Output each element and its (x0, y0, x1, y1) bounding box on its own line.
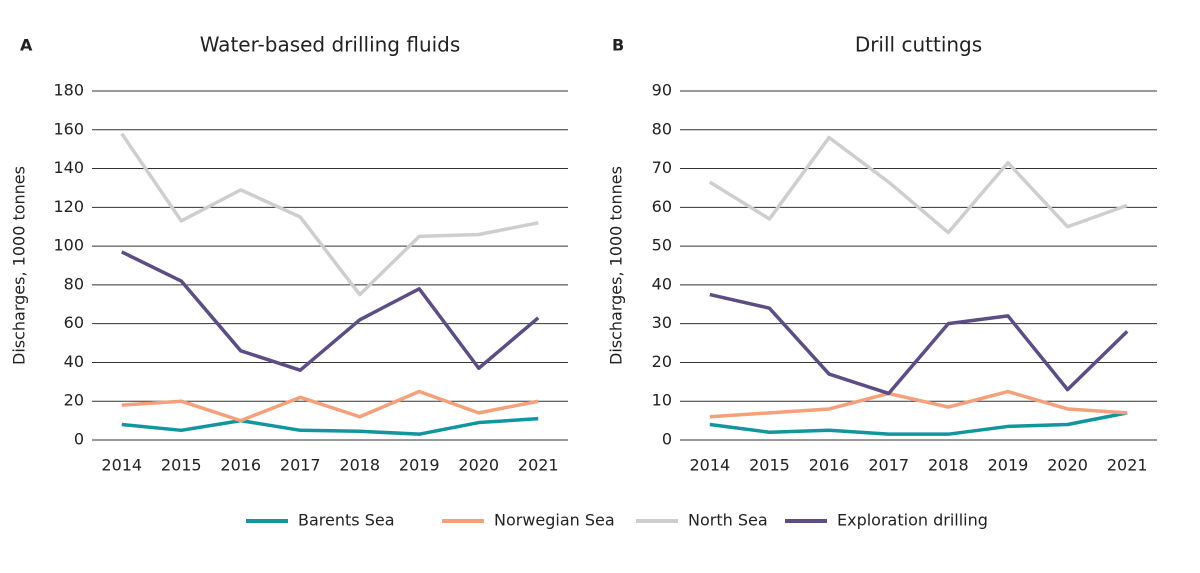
y-tick-label: 180 (53, 81, 84, 100)
y-axis-label: Discharges, 1000 tonnes (10, 166, 29, 365)
y-tick-label: 40 (64, 352, 84, 371)
legend-label: Barents Sea (298, 511, 395, 530)
x-tick-label: 2016 (220, 456, 261, 475)
y-tick-label: 30 (652, 313, 672, 332)
chart-title: Water-based drilling fluids (200, 33, 461, 57)
x-tick-label: 2019 (399, 456, 440, 475)
series-line (709, 292, 1129, 396)
y-tick-label: 20 (652, 352, 672, 371)
y-tick-label: 80 (652, 119, 672, 138)
x-tick-label: 2020 (1047, 456, 1088, 475)
x-tick-label: 2014 (101, 456, 142, 475)
chart-title: Drill cuttings (855, 33, 982, 57)
y-tick-label: 0 (662, 430, 672, 449)
x-tick-label: 2015 (161, 456, 202, 475)
x-tick-label: 2017 (280, 456, 321, 475)
legend-label: North Sea (688, 511, 768, 530)
x-tick-label: 2018 (339, 456, 380, 475)
x-tick-label: 2020 (458, 456, 499, 475)
x-tick-label: 2016 (809, 456, 850, 475)
y-tick-label: 70 (652, 158, 672, 177)
series-line (709, 389, 1128, 419)
series-line (708, 135, 1128, 235)
x-tick-label: 2015 (749, 456, 790, 475)
legend-label: Norwegian Sea (494, 511, 615, 530)
series-line (120, 250, 540, 372)
x-tick-label: 2017 (868, 456, 909, 475)
series-line (709, 411, 1128, 436)
y-axis-label: Discharges, 1000 tonnes (607, 166, 626, 365)
series-line (121, 389, 539, 423)
y-tick-label: 140 (53, 158, 84, 177)
y-tick-label: 120 (53, 197, 84, 216)
y-tick-label: 20 (64, 391, 84, 410)
y-tick-label: 80 (64, 274, 84, 293)
x-tick-label: 2018 (928, 456, 969, 475)
x-tick-label: 2021 (518, 456, 559, 475)
series-line (120, 132, 539, 297)
x-tick-label: 2019 (988, 456, 1029, 475)
y-tick-label: 100 (53, 236, 84, 255)
y-tick-label: 10 (652, 391, 672, 410)
panel-label: A (20, 36, 33, 55)
series-line (121, 416, 539, 436)
y-tick-label: 50 (652, 236, 672, 255)
legend-label: Exploration drilling (837, 511, 988, 530)
y-tick-label: 90 (652, 81, 672, 100)
x-tick-label: 2021 (1107, 456, 1148, 475)
x-tick-label: 2014 (689, 456, 730, 475)
y-tick-label: 160 (53, 119, 84, 138)
y-tick-label: 60 (64, 313, 84, 332)
y-tick-label: 40 (652, 274, 672, 293)
panel-label: B (612, 36, 624, 55)
y-tick-label: 60 (652, 197, 672, 216)
y-tick-label: 0 (74, 430, 84, 449)
